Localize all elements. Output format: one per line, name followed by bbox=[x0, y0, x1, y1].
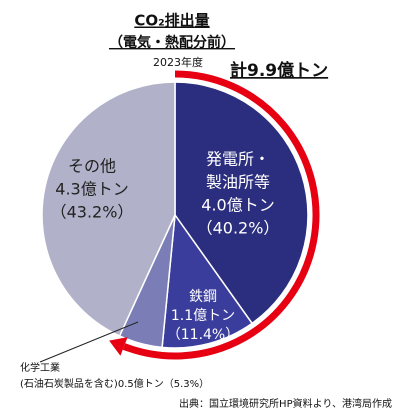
label-part: （5.3%） bbox=[164, 378, 209, 390]
slice-label: 発電所・ bbox=[206, 150, 270, 169]
total-arrow bbox=[122, 70, 320, 360]
slice-label: 鉄鋼 bbox=[189, 289, 217, 305]
pie-slice bbox=[41, 81, 176, 337]
year-label: 2023年度 bbox=[153, 55, 203, 69]
chart-subtitle: （電気・熱配分前） bbox=[109, 34, 235, 51]
slice-label-line: (石油石炭製品を含む)0.5億トン（5.3%） bbox=[20, 377, 209, 390]
label-part: 0.5億トン bbox=[118, 377, 164, 390]
amount-label: 4.3億トン bbox=[55, 180, 128, 199]
slice-label: その他 bbox=[68, 157, 116, 176]
value-label: （11.4%） bbox=[167, 327, 239, 343]
value-label: （43.2%） bbox=[51, 203, 134, 222]
chart-title: CO₂排出量 bbox=[134, 12, 209, 30]
arrow-head bbox=[109, 337, 128, 356]
slice-label: 製油所等 bbox=[206, 173, 270, 192]
pie-slice bbox=[174, 81, 309, 325]
amount-label: 1.1億トン bbox=[171, 308, 235, 324]
label-part: (石油石炭製品を含む) bbox=[20, 377, 118, 390]
source: 出典：国立環境研究所HP資料より、港湾局作成 bbox=[179, 397, 392, 410]
total-label: 計9.9億トン bbox=[230, 60, 328, 81]
leader-line bbox=[39, 321, 139, 363]
pie-slice bbox=[161, 212, 254, 349]
slice-label: 化学工業 bbox=[20, 361, 60, 374]
amount-label: 4.0億トン bbox=[201, 196, 274, 215]
value-label: （40.2%） bbox=[197, 219, 280, 238]
